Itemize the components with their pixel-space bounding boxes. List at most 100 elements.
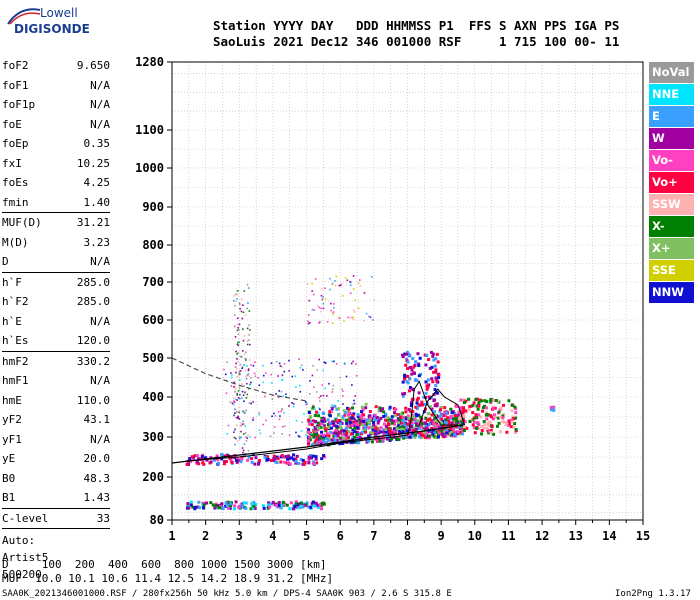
- echo-point: [271, 415, 273, 418]
- echo-point: [411, 357, 415, 361]
- echo-point: [301, 421, 303, 423]
- echo-point: [236, 293, 239, 296]
- echo-point: [292, 453, 296, 457]
- echo-point: [244, 506, 248, 510]
- echo-point: [239, 370, 242, 372]
- echo-point: [507, 399, 511, 403]
- echo-point: [368, 410, 372, 414]
- echo-point: [386, 426, 390, 430]
- echo-point: [307, 322, 310, 325]
- echo-point: [205, 501, 209, 505]
- echo-point: [322, 412, 326, 416]
- echo-point: [236, 456, 240, 460]
- echo-point: [313, 419, 317, 423]
- echo-point: [480, 432, 484, 436]
- echo-point: [286, 461, 290, 465]
- echo-point: [433, 413, 437, 417]
- echo-point: [318, 396, 321, 399]
- echo-point: [332, 423, 336, 427]
- echo-point: [295, 505, 299, 509]
- param-name: C-level: [2, 511, 49, 525]
- echo-point: [235, 300, 237, 303]
- echo-point: [311, 282, 313, 285]
- param-value: 330.2: [76, 354, 110, 368]
- echo-point: [357, 420, 361, 424]
- echo-point: [269, 459, 273, 463]
- param-value: N/A: [90, 314, 110, 328]
- echo-point: [351, 419, 353, 422]
- echo-point: [341, 436, 345, 440]
- echo-point: [254, 502, 258, 506]
- echo-point: [300, 364, 303, 367]
- echo-point: [432, 422, 436, 426]
- legend-item-vo: Vo+: [649, 172, 694, 193]
- echo-point: [452, 417, 456, 421]
- echo-point: [236, 289, 239, 292]
- echo-point: [246, 327, 249, 330]
- echo-point: [338, 442, 342, 446]
- echo-point: [292, 403, 295, 405]
- echo-point: [236, 358, 238, 360]
- param-name: hmF1: [2, 374, 29, 387]
- echo-point: [432, 399, 436, 403]
- echo-point: [430, 396, 434, 400]
- echo-point: [409, 403, 413, 407]
- echo-point: [427, 412, 431, 416]
- echo-point: [374, 405, 378, 409]
- echo-point: [236, 392, 238, 395]
- echo-point: [501, 420, 505, 424]
- param-name: B0: [2, 471, 16, 485]
- echo-point: [245, 378, 248, 380]
- echo-point: [308, 321, 311, 324]
- echo-point: [428, 422, 432, 426]
- echo-point: [318, 358, 321, 361]
- echo-point: [316, 304, 319, 307]
- echo-point: [281, 378, 283, 381]
- echo-point: [382, 432, 386, 436]
- echo-point: [331, 431, 335, 435]
- echo-point: [401, 419, 405, 423]
- echo-point: [233, 414, 235, 417]
- echo-point: [233, 381, 236, 384]
- echo-point: [245, 440, 248, 442]
- echo-point: [223, 368, 225, 371]
- echo-point: [247, 455, 251, 459]
- echo-point: [415, 401, 419, 405]
- echo-point: [480, 399, 484, 403]
- echo-point: [233, 436, 236, 439]
- echo-point: [410, 387, 414, 391]
- echo-point: [331, 408, 334, 411]
- echo-point: [298, 358, 300, 360]
- legend-item-nnw: NNW: [649, 282, 694, 303]
- echo-point: [246, 374, 249, 377]
- echo-point: [280, 390, 283, 393]
- echo-point: [333, 404, 337, 408]
- echo-point: [461, 406, 465, 410]
- echo-point: [333, 360, 335, 363]
- echo-point: [448, 429, 452, 433]
- echo-point: [254, 375, 257, 377]
- echo-point: [326, 439, 330, 443]
- echo-point: [307, 461, 311, 465]
- x-tick-label: 5: [303, 529, 310, 543]
- echo-point: [468, 404, 472, 408]
- echo-point: [234, 366, 237, 368]
- echo-point: [406, 422, 410, 426]
- echo-point: [235, 293, 237, 296]
- echo-point: [410, 368, 414, 372]
- echo-point: [369, 416, 373, 420]
- echo-point: [340, 421, 344, 425]
- echo-point: [322, 454, 326, 458]
- echo-point: [465, 426, 469, 430]
- echo-point: [220, 457, 224, 461]
- echo-point: [236, 458, 240, 462]
- echo-point: [241, 504, 245, 508]
- x-trace-line: [418, 388, 466, 426]
- echo-point: [350, 281, 352, 284]
- param-value: 285.0: [76, 295, 110, 308]
- echo-point: [240, 424, 242, 427]
- echo-point: [288, 370, 290, 372]
- echo-point: [422, 395, 426, 399]
- echo-point: [283, 425, 286, 427]
- echo-point: [464, 409, 468, 413]
